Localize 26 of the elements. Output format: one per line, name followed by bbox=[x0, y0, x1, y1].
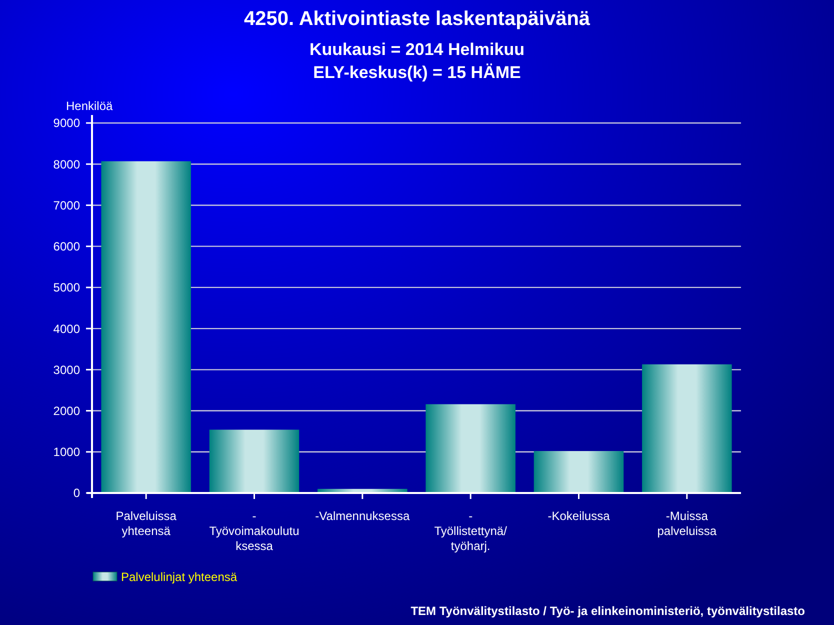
y-tick-label: 4000 bbox=[53, 322, 80, 336]
x-tick-label: -Työvoimakoulutuksessa bbox=[209, 509, 300, 553]
x-tick-label: -Työllistettynä/työharj. bbox=[434, 509, 508, 553]
y-tick-label: 2000 bbox=[53, 404, 80, 418]
text: TEM Työnvälitystilasto / Työ- ja elinkeinoministeriö, työnvälitystilasto bbox=[410, 604, 805, 618]
y-tick-label: 8000 bbox=[53, 157, 80, 172]
y-tick-label: 7000 bbox=[53, 198, 80, 212]
x-tick-label: Palveluissa yhteensä bbox=[116, 509, 177, 538]
y-axis-title: Henkilöä bbox=[66, 99, 114, 113]
y-tick-label: 9000 bbox=[53, 116, 80, 130]
y-tick-label: 3000 bbox=[53, 362, 80, 377]
bar bbox=[642, 364, 732, 493]
bar bbox=[426, 404, 516, 493]
y-tick-label: 1000 bbox=[53, 445, 80, 460]
x-tick-label: -Muissa palveluissa bbox=[657, 509, 717, 538]
bar bbox=[209, 430, 300, 493]
legend-label: Palvelulinjat yhteensä bbox=[121, 570, 238, 584]
chart-subtitle: Kuukausi = 2014 Helmikuu ELY-keskus(k) = 15 HÄME bbox=[310, 40, 524, 82]
chart-title: 4250. Aktivointiaste laskentapäivänä bbox=[244, 8, 591, 30]
x-tick-label: -Valmennuksessa bbox=[315, 509, 410, 523]
x-tick-label: -Kokeilussa bbox=[548, 509, 610, 523]
y-tick-label: 5000 bbox=[53, 280, 80, 295]
bar bbox=[101, 161, 191, 493]
y-tick-label: 6000 bbox=[53, 240, 80, 254]
bar bbox=[534, 451, 624, 493]
y-tick-label: 0 bbox=[73, 486, 80, 500]
